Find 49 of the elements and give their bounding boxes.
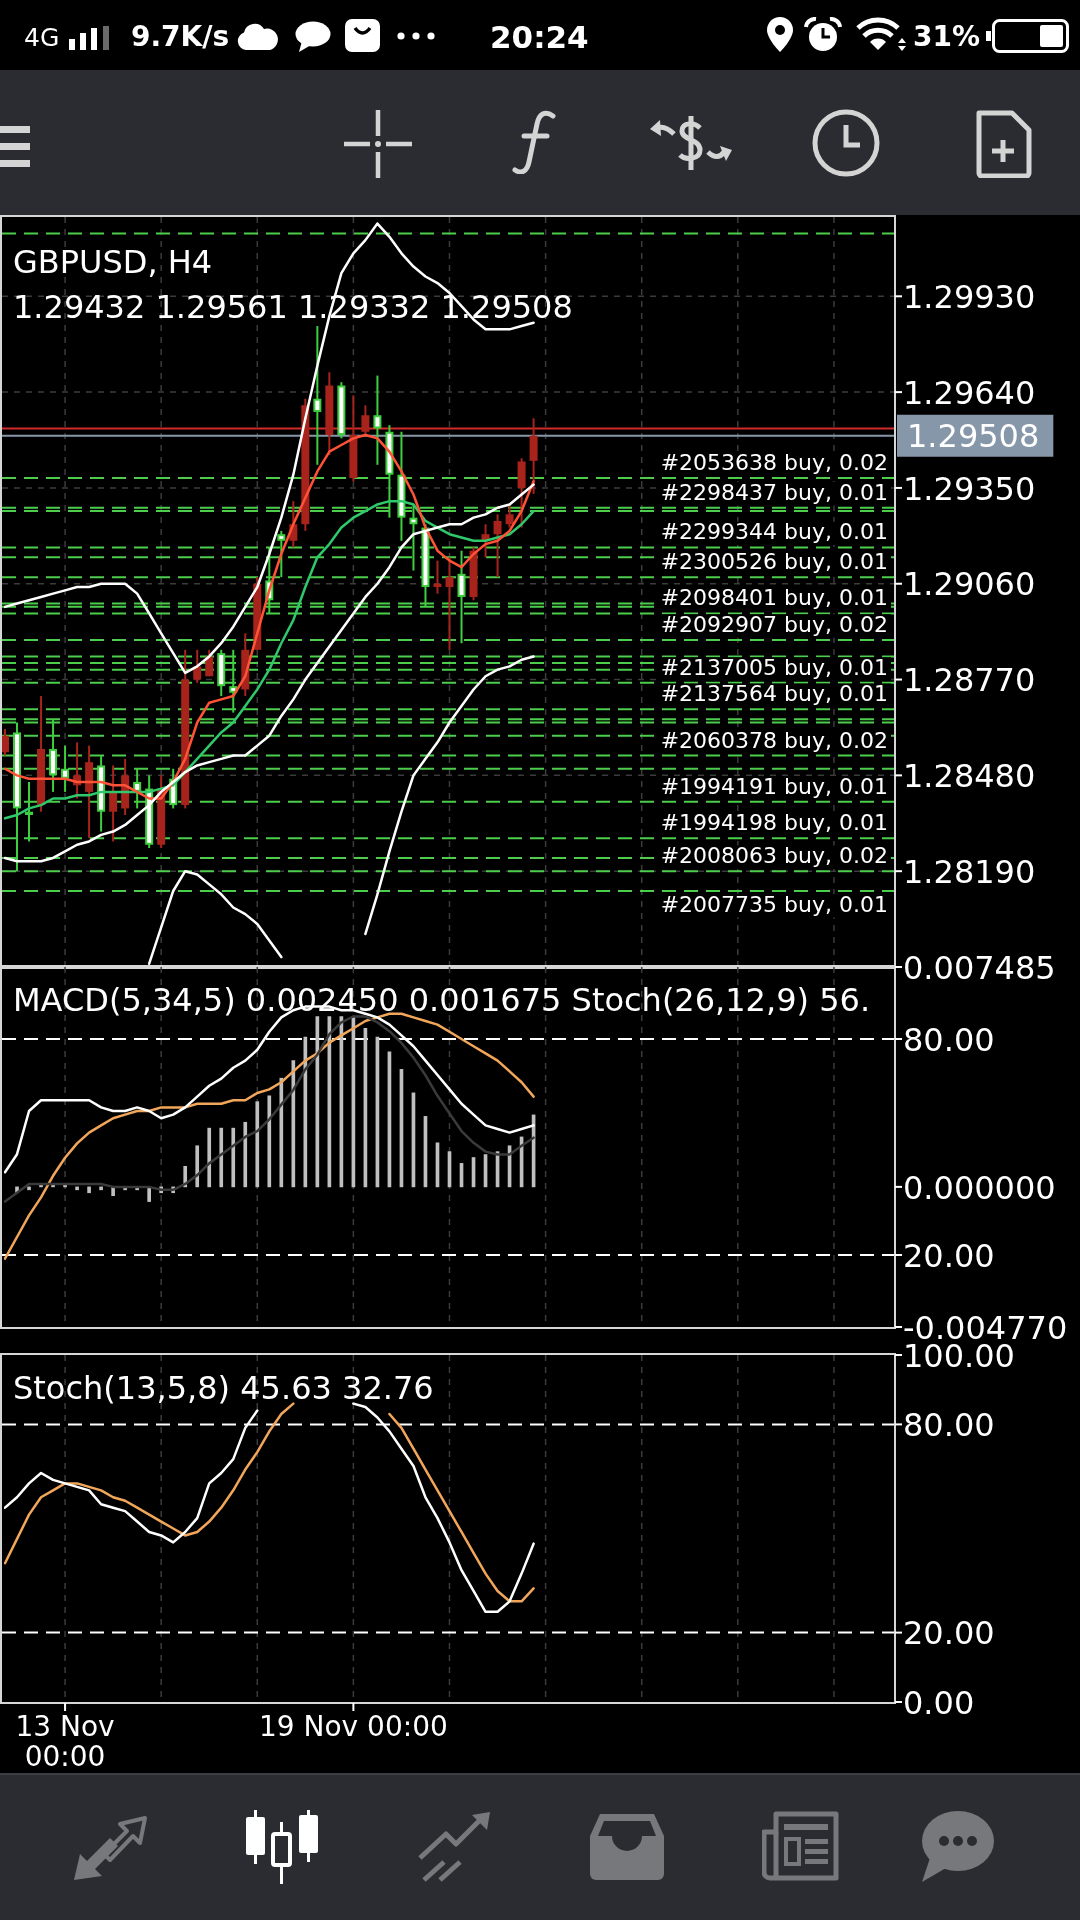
bar: [279, 1077, 284, 1188]
bar: [99, 1186, 103, 1191]
x-tick-label: 19 Nov 00:00: [259, 1710, 448, 1743]
text: 4G: [24, 22, 60, 52]
text: 31%: [913, 20, 981, 53]
y-tick-label: 1.28480: [903, 757, 1036, 796]
ref-line-label: #2300526 buy, 0.01: [660, 549, 888, 575]
ref-line-label: #2298437 buy, 0.01: [660, 479, 888, 505]
bar: [195, 1145, 200, 1188]
text: MACD(5,34,5) 0.002450 0.001675 Stoch(26,12,9) 56.: [13, 981, 871, 1019]
ref-line-label: #2137005 buy, 0.01: [660, 654, 888, 680]
ref-line-label: #2092907 buy, 0.02: [660, 611, 888, 637]
ref-line-label: 1.29508: [907, 417, 1040, 456]
text: 20:24: [490, 18, 589, 55]
ref-line-label: #2137564 buy, 0.01: [660, 681, 888, 707]
ref-line-label: #2008063 buy, 0.02: [660, 843, 888, 869]
y-tick-label: 20.00: [903, 1614, 995, 1653]
bar: [27, 1186, 31, 1191]
bar: [75, 1186, 79, 1191]
ref-line-label: #2007735 buy, 0.01: [660, 891, 888, 917]
text: GBPUSD, H4: [13, 243, 213, 281]
bar: [219, 1127, 224, 1188]
y-tick-label: 0.00: [903, 1683, 975, 1722]
bar: [255, 1101, 260, 1188]
y-tick-label: 1.29640: [903, 373, 1036, 412]
ref-line-label: #2299344 buy, 0.01: [660, 519, 888, 545]
ref-line-label: #2098401 buy, 0.01: [660, 585, 888, 611]
candlestick: [433, 560, 442, 594]
bar: [87, 1186, 91, 1194]
y-tick-label: 1.29350: [903, 469, 1036, 508]
text: 9.7K/s: [131, 20, 230, 53]
ref-line-label: #1994198 buy, 0.01: [660, 810, 888, 836]
y-tick-label: 80.00: [903, 1406, 995, 1445]
ref-line-label: #2053638 buy, 0.02: [660, 450, 888, 476]
ref-line-label: #2060378 buy, 0.02: [660, 727, 888, 753]
bar: [291, 1060, 296, 1188]
text: Stoch(13,5,8) 45.63 32.76: [13, 1369, 434, 1407]
x-tick-label: 13 Nov 00:00: [14, 1710, 116, 1773]
y-tick-label: 1.29060: [903, 565, 1036, 604]
bar: [231, 1127, 236, 1188]
ref-line-label: #1994191 buy, 0.01: [660, 773, 888, 799]
y-tick-label: 1.29930: [903, 277, 1036, 316]
y-tick-label: 0.007485: [903, 948, 1056, 987]
y-tick-label: 1.28190: [903, 852, 1036, 891]
bar: [207, 1127, 212, 1188]
y-tick-label: 1.28770: [903, 661, 1036, 700]
bar: [243, 1121, 248, 1188]
y-tick-label: 0.000000: [903, 1168, 1056, 1207]
bar: [267, 1095, 272, 1188]
